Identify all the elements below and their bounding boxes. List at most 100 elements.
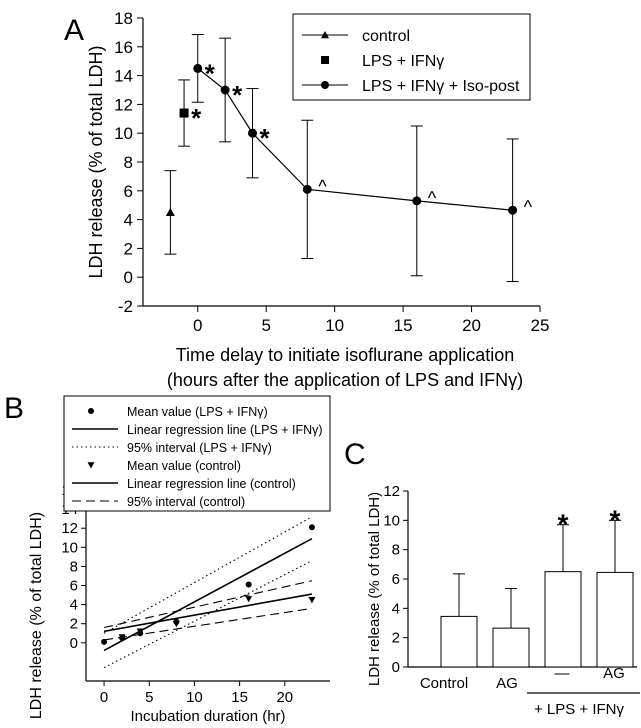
panel-c-group-label: + LPS + IFNγ: [534, 701, 625, 718]
panel-b-x-tick-label: 5: [145, 689, 153, 706]
panel-b-y-tick-label: 6: [70, 578, 78, 595]
panel-a-axes: -2 0 2 4 6 8 10 12 14 16 18 0 5 10 15 20 25: [114, 9, 549, 335]
panel-b-data: [101, 516, 316, 669]
panel-a-legend-box: [292, 13, 531, 101]
panel-a-point-triangle: [165, 207, 175, 216]
panel-a-significance-caret: ^: [428, 188, 437, 208]
panel-b-point-control: [118, 634, 126, 641]
panel-b-legend-label: 95% interval (control): [127, 495, 245, 509]
panel-b-y-tick-label: 8: [70, 558, 78, 575]
panel-c-bar: [492, 627, 530, 668]
panel-b-legend-label: Mean value (control): [127, 459, 241, 473]
panel-a-legend-marker-triangle: [321, 31, 329, 39]
panel-a-legend-label: control: [362, 28, 410, 45]
panel-b-point-lps: [101, 638, 108, 645]
panel-b-legend-label: Linear regression line (LPS + IFNγ): [127, 423, 323, 437]
panel-c-significance-star: *: [610, 504, 621, 535]
panel-c-y-tick-label: 6: [392, 571, 400, 588]
panel-a-y-tick-label: 6: [124, 182, 133, 201]
panel-a-legend-marker-circle: [321, 81, 329, 89]
panel-b-legend-marker-dot: [88, 408, 94, 414]
panel-a-x-tick-label: 10: [325, 316, 344, 335]
panel-a-x-tick-label: 25: [531, 316, 550, 335]
panel-b-x-tick-label: 0: [100, 689, 108, 706]
panel-a-y-tick-label: 18: [114, 9, 133, 28]
panel-b-y-tick-label: 0: [70, 635, 78, 652]
panel-a-y-tick-label: 10: [114, 124, 133, 143]
panel-a-point-square: [179, 108, 189, 118]
panel-b-y-tick-label: 2: [70, 616, 78, 633]
panel-a-y-tick-label: -2: [118, 297, 133, 316]
panel-a-legend-label: LPS + IFNγ + Iso-post: [362, 78, 520, 95]
panel-a-y-tick-label: 4: [124, 211, 133, 230]
panel-b-x-tick-label: 15: [231, 689, 248, 706]
panel-a-y-tick-label: 8: [124, 153, 133, 172]
panel-a-legend-marker-square: [321, 56, 329, 64]
panel-c-significance-star: *: [558, 509, 569, 540]
panel-a-significance-star: *: [260, 123, 271, 153]
panel-a-point-circle: [220, 85, 230, 95]
panel-a-legend-label: LPS + IFNγ: [362, 53, 444, 70]
panel-b-line-dotted: [103, 516, 313, 634]
panel-a-y-tick-label: 12: [114, 95, 133, 114]
panel-b-line-solid: [103, 538, 313, 652]
panel-b-legend-marker-triangle: [87, 462, 95, 469]
panel-a-x-tick-label: 0: [193, 316, 202, 335]
panel-b-line-dashed: [103, 580, 313, 629]
panel-b-y-tick-label: 12: [61, 520, 78, 537]
panel-b-legend-label: 95% interval (LPS + IFNγ): [127, 441, 272, 455]
panel-a-x-axis-label-line2: (hours after the application of LPS and …: [167, 370, 523, 390]
panel-b-x-tick-label: 10: [186, 689, 203, 706]
panel-a-data: ****^^ ^: [164, 34, 533, 283]
panel-a-point-circle: [193, 63, 203, 73]
panel-b-y-tick-label: 10: [61, 539, 78, 556]
panel-b-point-control: [136, 628, 144, 635]
panel-c-y-axis-label: LDH release (% of total LDH): [366, 492, 383, 686]
panel-a-point-circle: [248, 128, 258, 138]
panel-b-x-tick-label: 20: [276, 689, 293, 706]
panel-b-y-tick-label: 4: [70, 597, 78, 614]
panel-c-chart: 0 2 4 6 8 10 12 * * Control AG — AG LDH release (% …: [366, 483, 640, 718]
panel-a-y-tick-label: 2: [124, 239, 133, 258]
panel-a-significance-caret: ^: [524, 197, 533, 217]
panel-c-y-tick-label: 12: [383, 483, 400, 500]
panel-a-y-tick-label: 0: [124, 268, 133, 287]
panel-c-y-tick-label: 10: [383, 512, 400, 529]
panel-c-category-label: Control: [420, 675, 468, 692]
panel-a-x-tick-label: 5: [261, 316, 270, 335]
panel-c-bar: [440, 615, 478, 668]
panel-a-point-circle: [412, 196, 422, 206]
panel-label-a: A: [64, 14, 84, 47]
panel-a-significance-star: *: [232, 80, 243, 110]
panel-label-b: B: [4, 392, 24, 425]
panel-c-y-tick-label: 0: [392, 659, 400, 676]
panel-a-significance-star: *: [191, 103, 202, 133]
panel-b-line-solid: [103, 593, 313, 633]
panel-b-point-control: [308, 597, 316, 604]
panel-c-data: * * Control AG — AG: [420, 504, 640, 694]
panel-a-y-axis-label: LDH release (% of total LDH): [86, 45, 106, 278]
panel-b-x-axis-label: Incubation duration (hr): [130, 708, 285, 725]
panel-b-legend-label: Mean value (LPS + IFNγ): [127, 405, 268, 419]
panel-b-point-lps: [308, 524, 315, 531]
panel-a-point-circle: [508, 205, 518, 215]
panel-a-series-line: [197, 67, 513, 211]
panel-a-legend: control LPS + IFNγ LPS + IFNγ + Iso-post: [292, 13, 531, 101]
panel-b-legend-label: Linear regression line (control): [127, 477, 296, 491]
panel-c-bar: [596, 571, 634, 668]
panel-a-x-tick-label: 15: [394, 316, 413, 335]
panel-c-y-tick-label: 2: [392, 630, 400, 647]
panel-b-chart: 024681012141605101520 LDH release (% of …: [28, 395, 331, 725]
panel-b-point-control: [245, 596, 253, 603]
panel-b-legend-box: [63, 395, 331, 512]
panel-c-bar: [544, 571, 582, 668]
panel-c-y-tick-label: 4: [392, 600, 400, 617]
panel-c-y-tick-label: 8: [392, 542, 400, 559]
panel-a-significance-caret: ^: [318, 176, 327, 196]
panel-a-y-tick-label: 14: [114, 67, 133, 86]
panel-a-point-circle: [302, 184, 312, 194]
panel-a-x-axis-label-line1: Time delay to initiate isoflurane applic…: [176, 345, 515, 365]
panel-b-point-lps: [245, 581, 252, 588]
